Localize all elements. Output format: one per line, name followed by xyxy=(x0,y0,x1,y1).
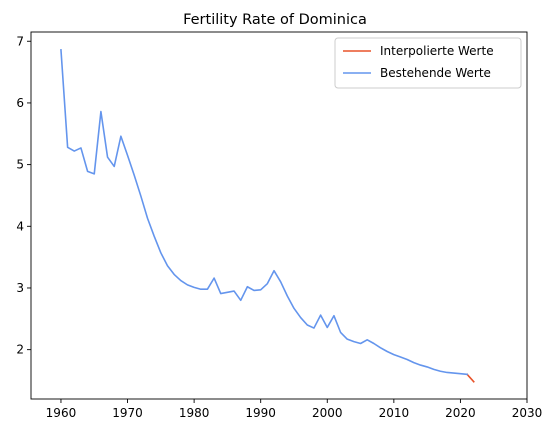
legend-label: Bestehende Werte xyxy=(380,66,491,80)
y-tick-label: 6 xyxy=(16,96,24,110)
axes: 1960 1970 1980 1990 2000 2010 2020 2030 2 3 4 5 6 7 xyxy=(16,31,543,420)
legend-box xyxy=(334,37,522,89)
y-tick-label: 5 xyxy=(16,158,24,172)
y-tick-label: 3 xyxy=(16,281,24,295)
chart-title: Fertility Rate of Dominica xyxy=(183,12,367,28)
x-tick-label: 1970 xyxy=(112,406,143,420)
x-tick-label: 1960 xyxy=(46,406,77,420)
legend-label: Interpolierte Werte xyxy=(380,44,494,58)
x-tick-label: 1990 xyxy=(245,406,276,420)
legend: Interpolierte Werte Bestehende Werte xyxy=(334,37,522,89)
series-line-existing xyxy=(60,49,468,376)
series-line-interpolated xyxy=(465,373,475,383)
x-tick-label: 2020 xyxy=(445,406,476,420)
x-tick-label: 1980 xyxy=(179,406,210,420)
y-tick-label: 2 xyxy=(16,343,24,357)
y-tick-label: 4 xyxy=(16,219,24,233)
plot-area xyxy=(60,49,475,383)
x-tick-label: 2030 xyxy=(512,406,543,420)
x-tick-label: 2010 xyxy=(379,406,410,420)
y-tick-label: 7 xyxy=(16,34,24,48)
plot-frame xyxy=(30,31,528,400)
x-tick-label: 2000 xyxy=(312,406,343,420)
